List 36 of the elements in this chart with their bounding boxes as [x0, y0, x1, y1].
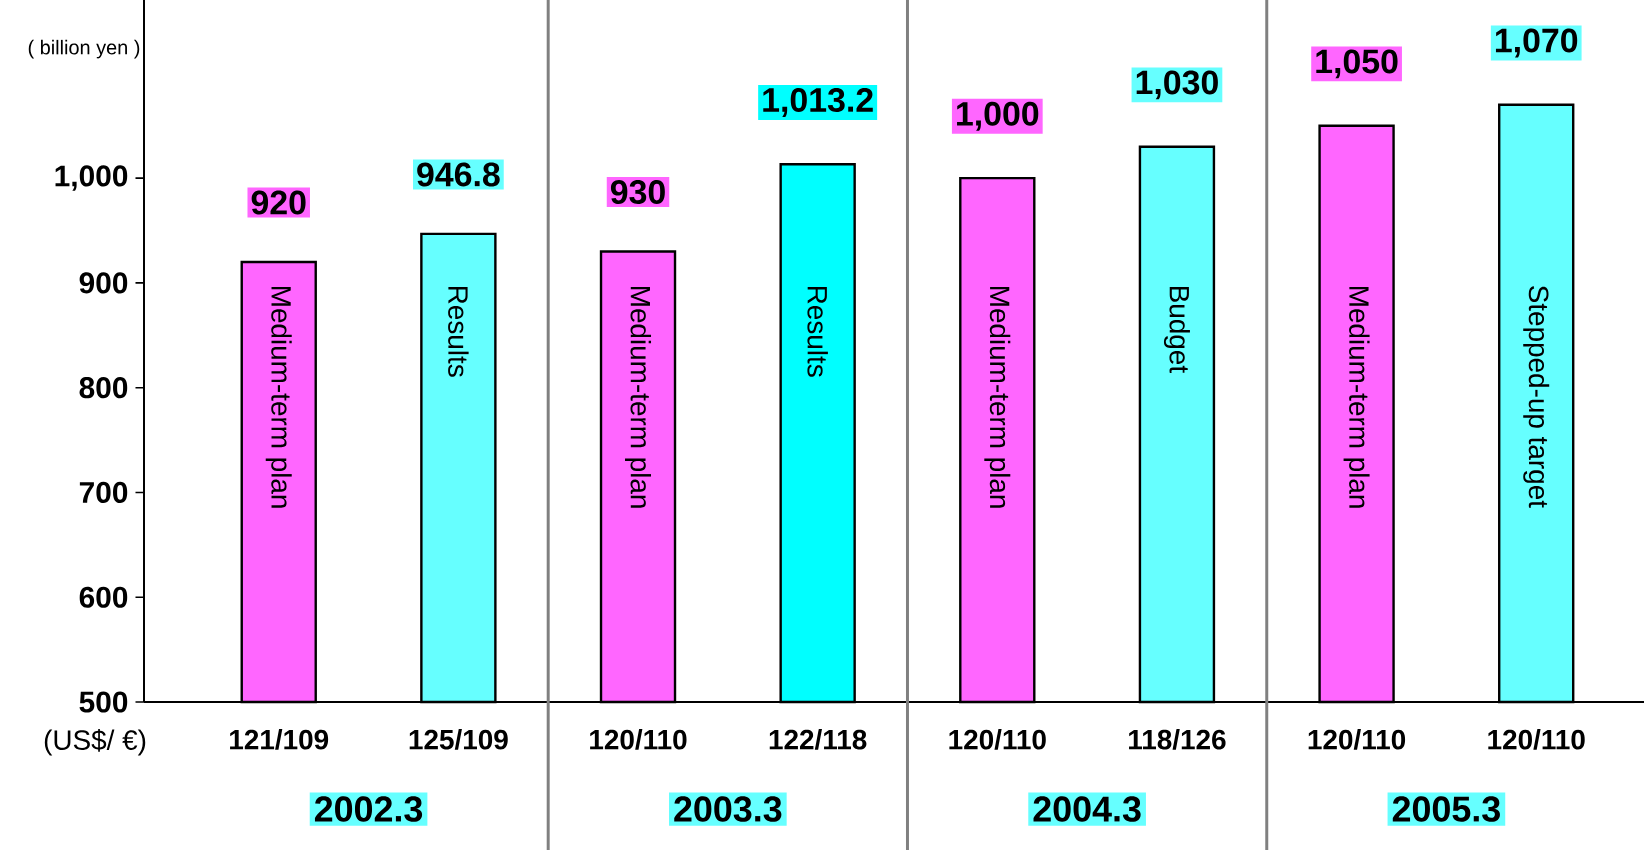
annotation: Medium-term plan	[625, 287, 652, 508]
annotation: Medium-term plan	[984, 287, 1011, 508]
data-label: 1,050	[1316, 49, 1398, 79]
data-label: 946.8	[417, 162, 500, 187]
y-tick-label: 1,000	[55, 165, 128, 191]
x-tick-label: 125/109	[409, 729, 508, 750]
annotation: Results	[448, 287, 469, 377]
x-tick-label: 121/109	[230, 729, 329, 750]
data-label: 1,070	[1495, 28, 1578, 58]
text: (US$/ €)	[44, 729, 146, 756]
y-axis-title: ( billion yen )	[28, 39, 140, 59]
text: 2003.3	[674, 796, 782, 822]
text: 2005.3	[1392, 796, 1500, 822]
y-tick-label: 500	[79, 691, 128, 713]
y-tick-label: 700	[79, 481, 128, 504]
x-tick-label: 122/118	[769, 729, 867, 750]
annotation: Stepped-up target	[1523, 286, 1550, 508]
annotation: Medium-term plan	[265, 287, 292, 508]
x-tick-label: 120/110	[1308, 729, 1406, 750]
annotation: Budget	[1163, 287, 1190, 373]
data-label: 1,000	[957, 101, 1039, 131]
x-tick-label: 118/126	[1129, 729, 1226, 750]
x-tick-label: 120/110	[949, 729, 1046, 750]
y-tick-label: 900	[79, 272, 128, 294]
data-label: 1,030	[1136, 70, 1218, 100]
text: 2002.3	[314, 796, 423, 822]
y-tick-label: 800	[79, 377, 128, 399]
data-label: 930	[610, 180, 665, 205]
annotation: Medium-term plan	[1343, 287, 1370, 508]
annotation: Results	[807, 287, 828, 377]
data-label: 920	[251, 190, 306, 215]
y-tick-label: 600	[79, 586, 128, 608]
text: 2004.3	[1033, 796, 1141, 822]
x-tick-label: 120/110	[590, 729, 687, 750]
x-tick-label: 120/110	[1488, 729, 1585, 750]
data-label: 1,013.2	[763, 88, 873, 118]
